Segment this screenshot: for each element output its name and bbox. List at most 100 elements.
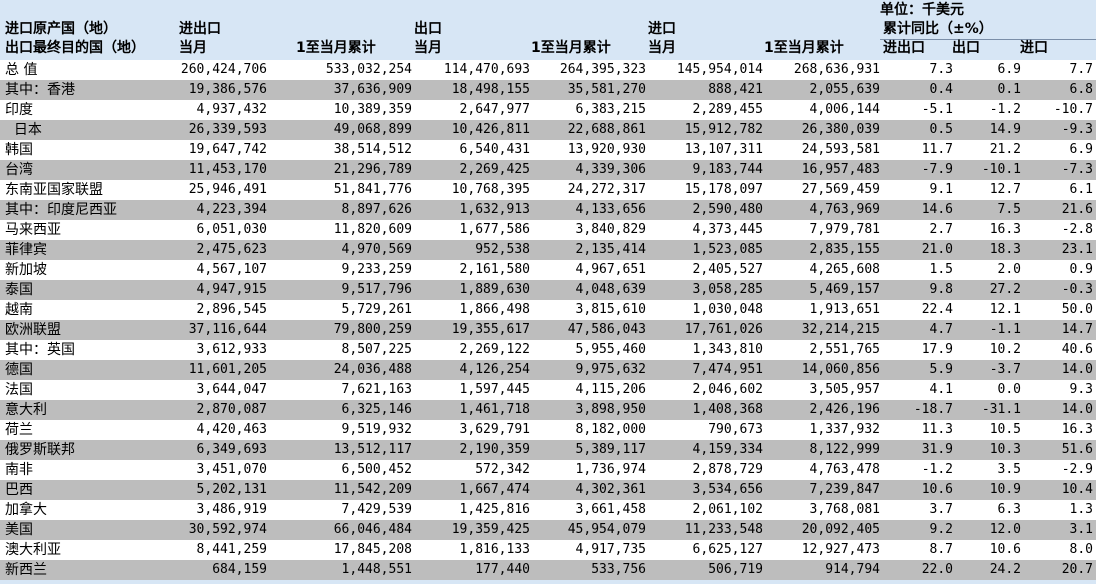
import-cumulative-cell: 3,505,957 [766, 380, 883, 400]
total-cumulative-cell: 24,036,488 [270, 360, 415, 380]
table-row: 欧洲联盟 37,116,644 79,800,259 19,355,617 47,586… [0, 320, 1096, 340]
total-month-cell: 6,349,693 [178, 440, 270, 460]
yoy-import-cell: 10.4 [1024, 480, 1096, 500]
export-month-cell: 952,538 [415, 240, 533, 260]
total-cumulative-cell: 5,729,261 [270, 300, 415, 320]
import-cumulative-cell: 12,927,473 [766, 540, 883, 560]
total-month-cell: 4,223,394 [178, 200, 270, 220]
yoy-import-cell: 40.6 [1024, 340, 1096, 360]
import-cumulative-cell: 3,768,081 [766, 500, 883, 520]
import-month-cell: 9,183,744 [649, 160, 766, 180]
yoy-total-cell: 31.9 [883, 440, 956, 460]
yoy-import-cell: 14.0 [1024, 360, 1096, 380]
country-name-cell: 其中：英国 [0, 340, 178, 360]
country-name-cell: 美国 [0, 520, 178, 540]
yoy-export-cell: 6.3 [956, 500, 1024, 520]
total-month-cell: 8,441,259 [178, 540, 270, 560]
country-name-cell: 南非 [0, 460, 178, 480]
yoy-import-cell: 50.0 [1024, 300, 1096, 320]
table-header: 进口原产国（地） 出口最终目的国（地） 进出口 当月 1至当月累计 出口 当月 … [0, 20, 1096, 60]
total-month-cell: 30,592,974 [178, 520, 270, 540]
header-export-group: 出口 [414, 21, 442, 37]
total-cumulative-cell: 8,507,225 [270, 340, 415, 360]
total-cumulative-cell: 21,296,789 [270, 160, 415, 180]
table-row: 越南 2,896,545 5,729,261 1,866,498 3,815,610 1,… [0, 300, 1096, 320]
yoy-total-cell: 5.9 [883, 360, 956, 380]
yoy-total-cell: 10.6 [883, 480, 956, 500]
export-cumulative-cell: 3,661,458 [533, 500, 649, 520]
import-month-cell: 3,058,285 [649, 280, 766, 300]
country-name-cell: 欧洲联盟 [0, 320, 178, 340]
export-cumulative-cell: 13,920,930 [533, 140, 649, 160]
export-cumulative-cell: 47,586,043 [533, 320, 649, 340]
import-cumulative-cell: 4,006,144 [766, 100, 883, 120]
import-cumulative-cell: 4,763,478 [766, 460, 883, 480]
total-cumulative-cell: 11,542,209 [270, 480, 415, 500]
total-month-cell: 5,202,131 [178, 480, 270, 500]
export-cumulative-cell: 4,048,639 [533, 280, 649, 300]
export-cumulative-cell: 4,967,651 [533, 260, 649, 280]
yoy-total-cell: 11.7 [883, 140, 956, 160]
table-body: 总 值 260,424,706 533,032,254 114,470,693 264,… [0, 60, 1096, 580]
country-name-cell: 俄罗斯联邦 [0, 440, 178, 460]
yoy-import-cell: 51.6 [1024, 440, 1096, 460]
yoy-import-cell: 6.1 [1024, 180, 1096, 200]
export-cumulative-cell: 4,133,656 [533, 200, 649, 220]
yoy-export-cell: 14.9 [956, 120, 1024, 140]
total-cumulative-cell: 7,429,539 [270, 500, 415, 520]
import-cumulative-cell: 32,214,215 [766, 320, 883, 340]
import-month-cell: 3,534,656 [649, 480, 766, 500]
yoy-total-cell: 21.0 [883, 240, 956, 260]
country-name-cell: 印度 [0, 100, 178, 120]
country-name-cell: 台湾 [0, 160, 178, 180]
import-cumulative-cell: 4,265,608 [766, 260, 883, 280]
country-name-cell: 意大利 [0, 400, 178, 420]
yoy-total-cell: 4.7 [883, 320, 956, 340]
import-month-cell: 1,343,810 [649, 340, 766, 360]
yoy-total-cell: -5.1 [883, 100, 956, 120]
export-month-cell: 1,866,498 [415, 300, 533, 320]
yoy-total-cell: 0.4 [883, 80, 956, 100]
yoy-import-cell: 8.0 [1024, 540, 1096, 560]
total-cumulative-cell: 9,233,259 [270, 260, 415, 280]
yoy-import-cell: 14.7 [1024, 320, 1096, 340]
total-cumulative-cell: 1,448,551 [270, 560, 415, 580]
export-cumulative-cell: 4,115,206 [533, 380, 649, 400]
yoy-import-cell: -0.3 [1024, 280, 1096, 300]
total-cumulative-cell: 38,514,512 [270, 140, 415, 160]
import-month-cell: 506,719 [649, 560, 766, 580]
export-cumulative-cell: 6,383,215 [533, 100, 649, 120]
export-month-cell: 19,359,425 [415, 520, 533, 540]
total-month-cell: 3,612,933 [178, 340, 270, 360]
import-cumulative-cell: 2,551,765 [766, 340, 883, 360]
table-row: 其中：香港 19,386,576 37,636,909 18,498,155 35,58… [0, 80, 1096, 100]
table-row: 韩国 19,647,742 38,514,512 6,540,431 13,920,93… [0, 140, 1096, 160]
import-month-cell: 1,523,085 [649, 240, 766, 260]
yoy-export-cell: 6.9 [956, 60, 1024, 80]
table-row: 俄罗斯联邦 6,349,693 13,512,117 2,190,359 5,389,1… [0, 440, 1096, 460]
table-row: 新西兰 684,159 1,448,551 177,440 533,756 506,719… [0, 560, 1096, 580]
yoy-total-cell: 0.5 [883, 120, 956, 140]
yoy-import-cell: 6.8 [1024, 80, 1096, 100]
import-cumulative-cell: 27,569,459 [766, 180, 883, 200]
yoy-total-cell: 22.4 [883, 300, 956, 320]
table-row: 新加坡 4,567,107 9,233,259 2,161,580 4,967,651 2… [0, 260, 1096, 280]
yoy-total-cell: -1.2 [883, 460, 956, 480]
total-cumulative-cell: 9,519,932 [270, 420, 415, 440]
export-cumulative-cell: 9,975,632 [533, 360, 649, 380]
import-month-cell: 6,625,127 [649, 540, 766, 560]
table-row: 法国 3,644,047 7,621,163 1,597,445 4,115,206 2,… [0, 380, 1096, 400]
export-cumulative-cell: 3,898,950 [533, 400, 649, 420]
header-import-month: 当月 [648, 40, 676, 56]
country-name-cell: 马来西亚 [0, 220, 178, 240]
import-month-cell: 2,405,527 [649, 260, 766, 280]
export-month-cell: 2,161,580 [415, 260, 533, 280]
yoy-export-cell: 2.0 [956, 260, 1024, 280]
header-import-group: 进口 [648, 21, 676, 37]
export-cumulative-cell: 3,815,610 [533, 300, 649, 320]
unit-label: 单位：千美元 [880, 2, 964, 18]
import-cumulative-cell: 2,426,196 [766, 400, 883, 420]
total-month-cell: 3,644,047 [178, 380, 270, 400]
import-month-cell: 2,878,729 [649, 460, 766, 480]
total-month-cell: 3,451,070 [178, 460, 270, 480]
